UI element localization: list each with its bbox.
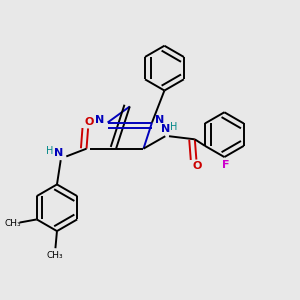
Text: N: N <box>155 115 164 125</box>
Text: F: F <box>222 160 230 170</box>
Text: N: N <box>54 148 63 158</box>
Text: CH₃: CH₃ <box>46 250 63 260</box>
Text: N: N <box>95 115 104 125</box>
Text: O: O <box>85 117 94 127</box>
Text: H: H <box>170 122 178 132</box>
Text: CH₃: CH₃ <box>4 219 21 228</box>
Text: O: O <box>193 161 202 171</box>
Text: H: H <box>46 146 53 156</box>
Text: N: N <box>161 124 170 134</box>
